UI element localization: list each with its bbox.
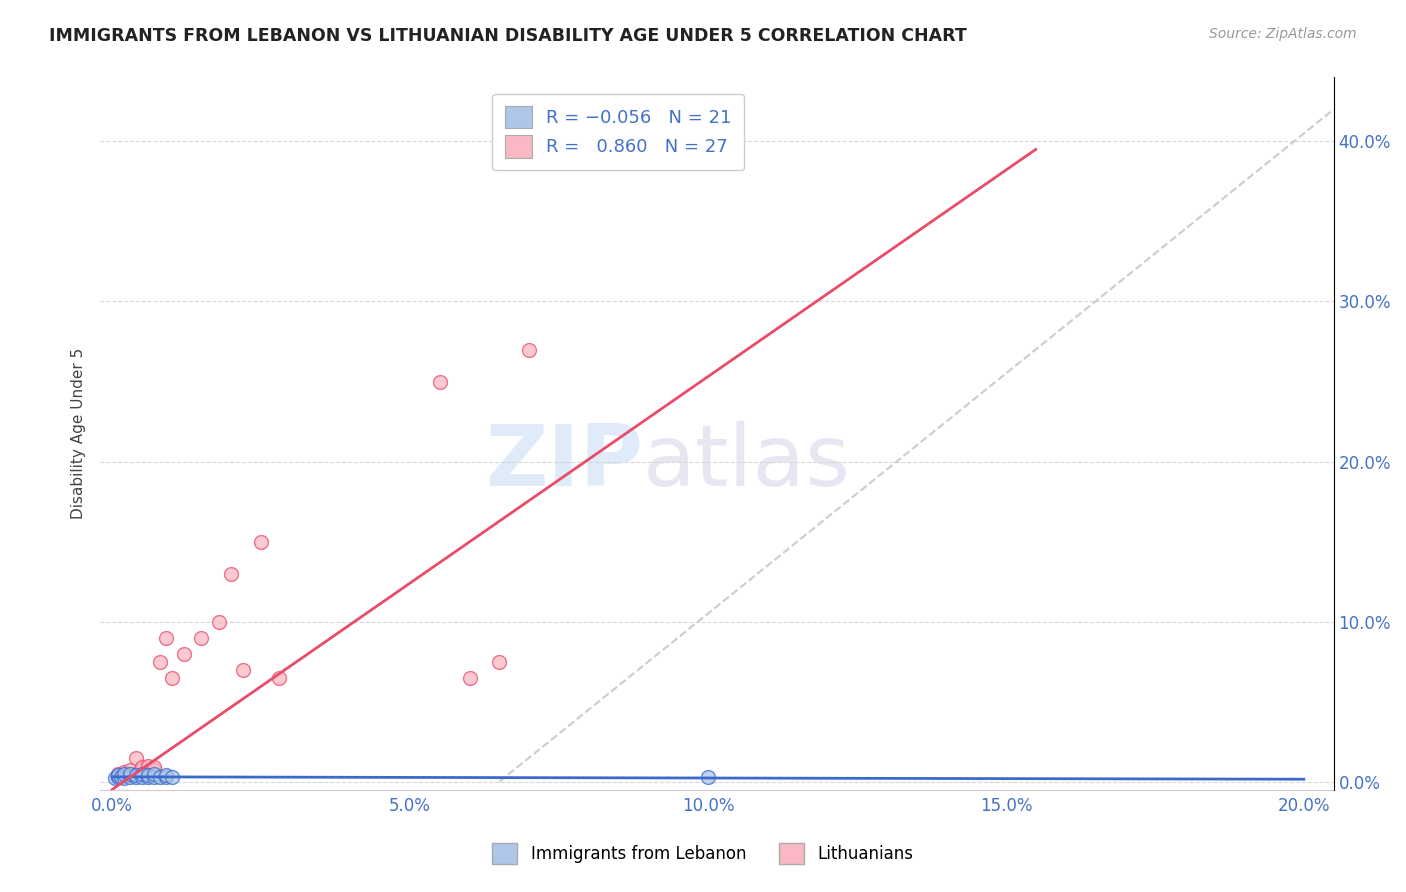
Point	[517, 343, 540, 357]
Point	[125, 770, 148, 784]
Text: ZIP: ZIP	[485, 420, 643, 503]
Point	[110, 770, 132, 784]
Point	[232, 663, 254, 677]
Point	[118, 764, 141, 778]
Point	[125, 750, 148, 764]
Point	[131, 762, 153, 776]
Point	[142, 764, 165, 778]
Point	[107, 766, 129, 780]
Point	[149, 770, 172, 784]
Text: Source: ZipAtlas.com: Source: ZipAtlas.com	[1209, 27, 1357, 41]
Point	[155, 768, 177, 782]
Y-axis label: Disability Age Under 5: Disability Age Under 5	[72, 348, 86, 519]
Point	[136, 758, 159, 772]
Point	[219, 566, 242, 581]
Point	[118, 766, 141, 780]
Point	[160, 671, 183, 685]
Text: IMMIGRANTS FROM LEBANON VS LITHUANIAN DISABILITY AGE UNDER 5 CORRELATION CHART: IMMIGRANTS FROM LEBANON VS LITHUANIAN DI…	[49, 27, 967, 45]
Legend: R = −0.056   N = 21, R =   0.860   N = 27: R = −0.056 N = 21, R = 0.860 N = 27	[492, 94, 744, 170]
Point	[458, 671, 481, 685]
Point	[107, 770, 129, 784]
Point	[118, 770, 141, 784]
Point	[125, 768, 148, 782]
Point	[107, 768, 129, 782]
Point	[131, 766, 153, 780]
Point	[142, 760, 165, 774]
Point	[142, 770, 165, 784]
Point	[136, 768, 159, 782]
Point	[250, 534, 273, 549]
Point	[131, 770, 153, 784]
Point	[155, 770, 177, 784]
Point	[112, 768, 135, 782]
Point	[488, 655, 510, 669]
Point	[267, 671, 290, 685]
Point	[160, 770, 183, 784]
Point	[112, 772, 135, 786]
Point	[190, 631, 212, 645]
Text: atlas: atlas	[643, 420, 851, 503]
Legend: Immigrants from Lebanon, Lithuanians: Immigrants from Lebanon, Lithuanians	[485, 837, 921, 871]
Point	[208, 615, 231, 629]
Point	[118, 768, 141, 782]
Point	[131, 760, 153, 774]
Point	[104, 772, 127, 786]
Point	[107, 770, 129, 784]
Point	[136, 770, 159, 784]
Point	[142, 766, 165, 780]
Point	[155, 631, 177, 645]
Point	[149, 655, 172, 669]
Point	[697, 770, 720, 784]
Point	[429, 375, 451, 389]
Point	[112, 766, 135, 780]
Point	[173, 647, 195, 661]
Point	[112, 764, 135, 779]
Point	[125, 766, 148, 780]
